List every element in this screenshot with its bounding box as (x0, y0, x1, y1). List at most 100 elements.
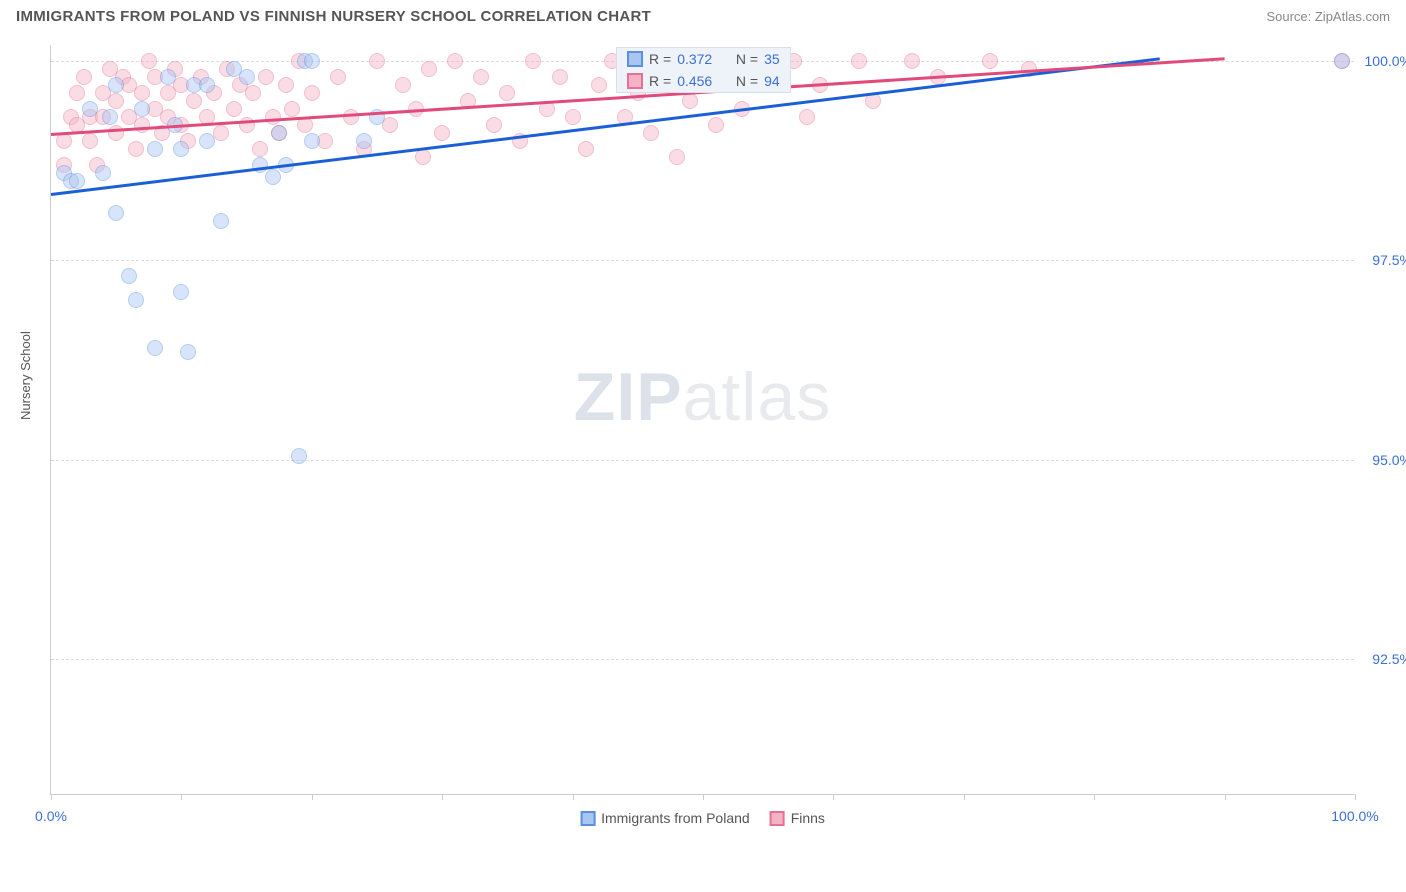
x-tick (442, 794, 443, 800)
y-tick-label: 92.5% (1372, 651, 1406, 667)
data-point (134, 85, 150, 101)
data-point (108, 205, 124, 221)
data-point (421, 61, 437, 77)
data-point (565, 109, 581, 125)
legend-swatch (627, 73, 643, 89)
data-point (239, 69, 255, 85)
data-point (499, 85, 515, 101)
data-point (982, 53, 998, 69)
data-point (69, 85, 85, 101)
legend-swatch (627, 51, 643, 67)
x-tick (1094, 794, 1095, 800)
data-point (708, 117, 724, 133)
legend-item-poland: Immigrants from Poland (580, 810, 750, 826)
data-point (304, 85, 320, 101)
x-tick (51, 794, 52, 800)
x-tick-label: 100.0% (1331, 808, 1378, 824)
x-tick (703, 794, 704, 800)
legend-n-value: 94 (764, 73, 780, 89)
scatter-chart: ZIPatlas Immigrants from Poland Finns 92… (50, 45, 1354, 795)
data-point (102, 109, 118, 125)
page-title: IMMIGRANTS FROM POLAND VS FINNISH NURSER… (16, 8, 651, 25)
data-point (180, 344, 196, 360)
data-point (134, 117, 150, 133)
data-point (552, 69, 568, 85)
data-point (121, 268, 137, 284)
data-point (473, 69, 489, 85)
x-tick (573, 794, 574, 800)
legend-r-value: 0.372 (677, 51, 712, 67)
y-tick-label: 95.0% (1372, 452, 1406, 468)
data-point (643, 125, 659, 141)
correlation-legend: R =0.372 N =35R =0.456 N =94 (616, 47, 791, 93)
data-point (76, 69, 92, 85)
data-point (369, 53, 385, 69)
x-tick (964, 794, 965, 800)
data-point (173, 284, 189, 300)
y-tick-label: 97.5% (1372, 252, 1406, 268)
data-point (141, 53, 157, 69)
legend-r-label: R = (649, 73, 671, 89)
data-point (447, 53, 463, 69)
gridline (51, 460, 1354, 461)
data-point (128, 141, 144, 157)
data-point (252, 141, 268, 157)
data-point (199, 133, 215, 149)
legend-swatch-poland (580, 811, 595, 826)
legend-n-label: N = (736, 51, 758, 67)
legend-r-label: R = (649, 51, 671, 67)
legend-n-value: 35 (764, 51, 780, 67)
data-point (1334, 53, 1350, 69)
data-point (147, 141, 163, 157)
y-tick-label: 100.0% (1365, 53, 1406, 69)
data-point (173, 141, 189, 157)
data-point (108, 125, 124, 141)
data-point (245, 85, 261, 101)
data-point (343, 109, 359, 125)
data-point (304, 53, 320, 69)
data-point (304, 133, 320, 149)
data-point (591, 77, 607, 93)
data-point (134, 101, 150, 117)
data-point (415, 149, 431, 165)
data-point (82, 101, 98, 117)
data-point (578, 141, 594, 157)
data-point (669, 149, 685, 165)
legend-row: R = 0.372 N = 35 (617, 48, 790, 70)
data-point (799, 109, 815, 125)
data-point (69, 173, 85, 189)
data-point (147, 340, 163, 356)
legend-label-poland: Immigrants from Poland (601, 810, 750, 826)
watermark-tail: atlas (683, 359, 832, 435)
data-point (160, 69, 176, 85)
data-point (284, 101, 300, 117)
data-point (904, 53, 920, 69)
data-point (128, 292, 144, 308)
data-point (199, 77, 215, 93)
legend-swatch-finns (770, 811, 785, 826)
data-point (330, 69, 346, 85)
data-point (486, 117, 502, 133)
data-point (108, 77, 124, 93)
legend-row: R =0.456 N =94 (617, 70, 790, 92)
gridline (51, 659, 1354, 660)
data-point (213, 213, 229, 229)
data-point (265, 169, 281, 185)
legend-r-value: 0.456 (677, 73, 712, 89)
watermark: ZIPatlas (574, 358, 831, 436)
data-point (271, 125, 287, 141)
data-point (395, 77, 411, 93)
x-tick (312, 794, 313, 800)
data-point (434, 125, 450, 141)
legend-label-finns: Finns (791, 810, 825, 826)
data-point (108, 93, 124, 109)
data-point (851, 53, 867, 69)
data-point (265, 109, 281, 125)
data-point (186, 93, 202, 109)
data-point (56, 133, 72, 149)
x-tick (1225, 794, 1226, 800)
x-tick (833, 794, 834, 800)
data-point (95, 165, 111, 181)
legend-bottom: Immigrants from Poland Finns (580, 810, 825, 826)
data-point (278, 77, 294, 93)
